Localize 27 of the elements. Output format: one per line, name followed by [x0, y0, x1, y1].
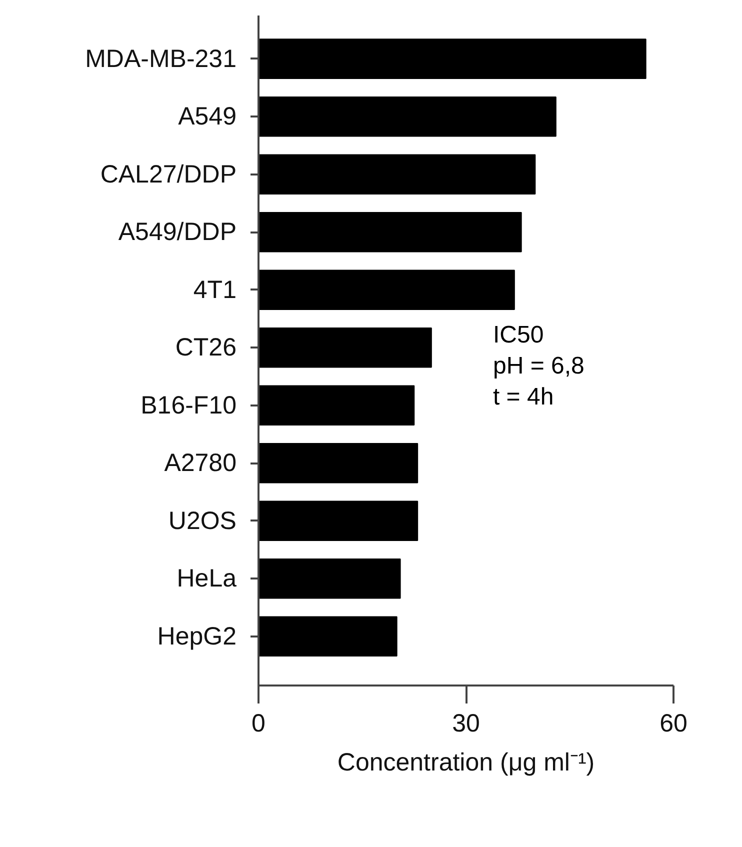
bar — [258, 616, 398, 657]
y-tick-label: A549/DDP — [118, 218, 237, 246]
y-tick-label: A2780 — [164, 449, 237, 478]
bar — [258, 38, 646, 79]
x-axis-title: Concentration (μg ml⁻¹) — [337, 748, 595, 776]
bar — [258, 327, 432, 368]
bar — [258, 270, 515, 310]
y-tick-label: CT26 — [175, 334, 237, 362]
y-tick-label: HeLa — [176, 564, 237, 593]
bar — [258, 558, 401, 599]
y-tick-label: CAL27/DDP — [100, 160, 236, 188]
bar — [258, 442, 418, 484]
bar — [258, 154, 536, 194]
x-tick-label: 60 — [660, 710, 688, 738]
y-tick-label: B16-F10 — [140, 391, 237, 420]
annotation: IC50 pH = 6,8 t = 4h — [492, 322, 584, 411]
bar — [258, 96, 556, 137]
y-tick-label: MDA-MB-231 — [85, 44, 237, 73]
y-tick-label: A549 — [178, 102, 237, 131]
bar — [258, 212, 522, 252]
x-tick-label: 0 — [252, 710, 266, 738]
x-tick-label: 30 — [452, 710, 480, 738]
y-tick-label: 4T1 — [193, 276, 237, 304]
y-tick-label: U2OS — [168, 506, 237, 535]
bar — [258, 385, 415, 426]
bar — [258, 500, 418, 542]
y-tick-label: HepG2 — [157, 622, 237, 650]
